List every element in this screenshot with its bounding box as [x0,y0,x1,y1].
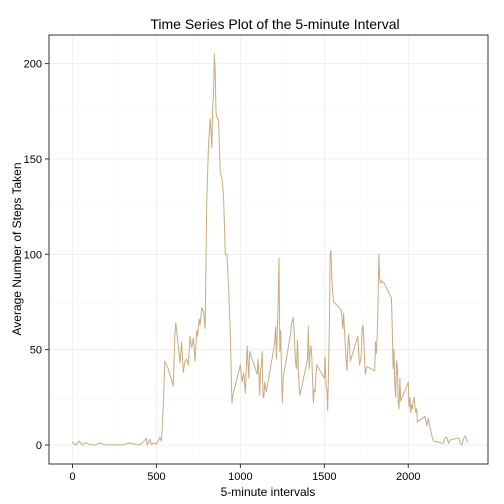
y-axis: 0 50 100 150 200 [24,59,49,452]
chart-title: Time Series Plot of the 5-minute Interva… [150,16,399,32]
plot-border [48,34,489,465]
y-axis-title: Average Number of Steps Taken [10,163,24,336]
y-tick-label: 150 [24,154,42,166]
y-tick-label: 50 [30,345,42,357]
grid-minor [49,35,488,464]
series-line [72,53,469,446]
x-tick-label: 0 [69,471,75,483]
y-tick-label: 0 [36,440,42,452]
x-axis: 0 500 1000 1500 2000 [69,464,421,483]
grid-major [49,35,488,464]
plot-area [48,34,489,465]
x-tick-label: 1500 [312,471,336,483]
x-tick-label: 500 [147,471,165,483]
x-axis-title: 5-minute intervals [221,485,316,499]
y-tick-label: 100 [24,249,42,261]
x-tick-label: 2000 [396,471,420,483]
x-tick-label: 1000 [228,471,252,483]
y-tick-label: 200 [24,59,42,71]
plot-panel [49,35,488,464]
